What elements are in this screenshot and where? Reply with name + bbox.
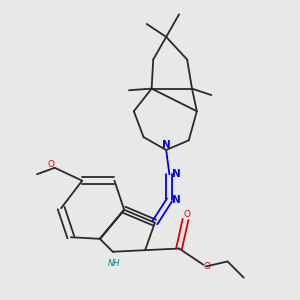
Text: N: N [172,195,181,205]
Text: N: N [162,140,170,150]
Text: O: O [184,210,191,219]
Text: O: O [48,160,55,169]
Text: N: N [172,169,181,179]
Text: O: O [203,262,210,271]
Text: NH: NH [108,259,121,268]
